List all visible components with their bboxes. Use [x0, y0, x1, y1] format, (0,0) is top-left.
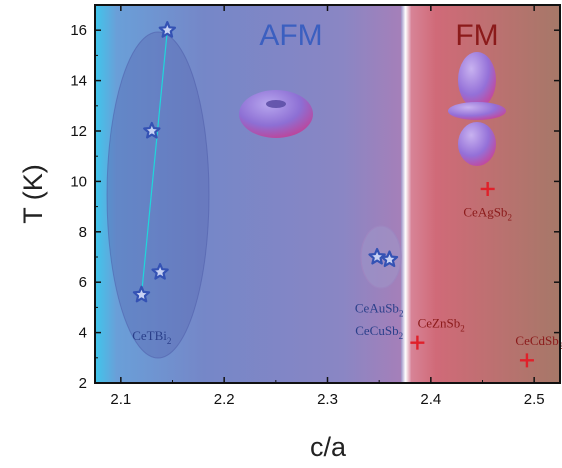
y-tick-label: 8	[79, 224, 87, 241]
y-tick-label: 2	[79, 375, 87, 392]
y-tick-label: 10	[70, 173, 87, 190]
cetbi2-group-ellipse	[106, 31, 210, 359]
x-tick-label: 2.1	[110, 391, 131, 408]
phase-boundary	[401, 5, 411, 383]
y-axis-title: T (K)	[18, 164, 48, 224]
cetbi2-trend-line	[140, 30, 168, 295]
y-tick-label: 16	[70, 22, 87, 39]
afm-region-label: AFM	[259, 19, 322, 52]
x-tick-label: 2.2	[214, 391, 235, 408]
x-axis-title: c/a	[310, 432, 347, 462]
plus-marker-point	[480, 181, 495, 196]
star-marker-point	[158, 21, 177, 38]
y-tick-label: 6	[79, 274, 87, 291]
star-marker-point	[151, 263, 169, 280]
star-marker-point	[132, 285, 151, 303]
afm-region-background	[95, 5, 405, 383]
star-marker-point	[368, 247, 386, 265]
compound-label: CeAgSb2	[463, 205, 512, 223]
star-marker-point	[380, 250, 399, 268]
compound-label: CeTBi2	[132, 328, 171, 346]
x-tick-label: 2.4	[420, 391, 441, 408]
x-tick-label: 2.3	[317, 391, 338, 408]
y-tick-label: 14	[70, 73, 87, 90]
star-marker-point	[143, 121, 161, 139]
fm-dumbbell-orbital-illustration	[448, 52, 506, 166]
plus-marker-point	[410, 335, 425, 350]
axes: 2.1 2.2 2.3 2.4 2.5 2 4 6 8 10 12 14 16	[70, 4, 561, 408]
plus-marker-point	[519, 353, 534, 368]
compound-label: CeZnSb2	[418, 316, 465, 334]
compound-label: CeCuSb2	[355, 323, 403, 341]
compound-label: CeAuSb2	[355, 300, 404, 318]
afm-donut-orbital-illustration	[239, 90, 313, 138]
x-tick-label: 2.5	[524, 391, 545, 408]
fm-region-label: FM	[455, 19, 498, 52]
y-tick-label: 12	[70, 123, 87, 140]
y-tick-label: 4	[79, 325, 87, 342]
